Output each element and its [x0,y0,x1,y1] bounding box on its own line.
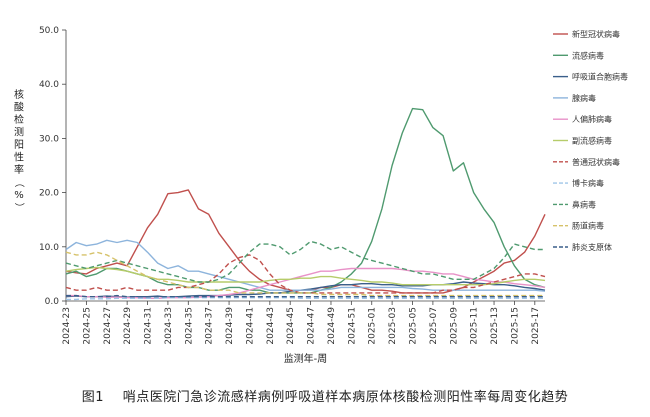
y-axis-label-char: 检 [14,113,24,126]
y-axis-label-char: 酸 [14,101,24,114]
x-tick-label: 2024-39 [225,307,235,345]
y-axis-label-char: 阳 [14,139,24,151]
x-tick-label: 2025-15 [510,307,520,345]
x-tick-label: 2024-49 [327,307,337,345]
x-tick-label: 2024-25 [82,307,92,345]
figure-number: 图1 [81,390,105,405]
legend-item: 普通冠状病毒 [553,157,620,167]
legend-label: 人偏肺病毒 [572,114,612,124]
x-tick-label: 2024-29 [123,307,133,345]
x-tick-label: 2024-23 [62,307,72,345]
series-line-9 [65,240,545,283]
legend-item: 鼻病毒 [553,199,596,209]
legend-label: 呼吸道合胞病毒 [572,72,628,82]
legend-label: 博卡病毒 [572,178,604,188]
series-line-11 [66,294,545,298]
x-tick-label: 2024-33 [164,307,174,345]
x-tick-label: 2025-07 [429,307,439,345]
legend-item: 肺炎支原体 [553,242,612,252]
legend: 新型冠状病毒流感病毒呼吸道合胞病毒腺病毒人偏肺病毒副流感病毒普通冠状病毒博卡病毒… [553,29,628,252]
y-axis-label-char: 率 [14,163,24,176]
y-axis-label-char: % [14,190,24,201]
x-tick-label: 2025-11 [470,307,480,345]
legend-label: 普通冠状病毒 [572,157,620,167]
x-tick-label: 2024-37 [205,307,215,345]
x-axis-label: 监测年-周 [284,352,328,365]
x-tick-label: 2024-51 [347,307,357,345]
legend-label: 副流感病毒 [572,136,612,146]
x-tick-label: 2025-05 [409,307,419,345]
x-tick-label: 2025-03 [388,307,398,345]
x-tick-label: 2024-35 [184,307,194,345]
legend-label: 鼻病毒 [572,199,596,209]
y-axis-label-char: （ [13,178,25,188]
y-axis-label-char: 核 [14,88,24,101]
x-tick-label: 2025-13 [490,307,500,345]
x-tick-label: 2025-01 [368,307,378,345]
x-tick-label: 2025-17 [531,307,541,345]
y-tick-label: 50.0 [39,26,59,36]
figure-caption-text: 哨点医院门急诊流感样病例呼吸道样本病原体核酸检测阳性率每周变化趋势 [122,390,569,405]
legend-label: 肺炎支原体 [572,242,612,252]
legend-item: 流感病毒 [553,50,604,60]
y-axis-label-char: 测 [14,126,24,139]
y-tick-label: 20.0 [39,189,59,199]
legend-item: 腺病毒 [553,93,596,103]
series-line-1 [65,189,546,294]
series-line-6 [65,266,546,286]
y-axis-label: 核酸检测阳性率 （% ） [13,88,25,213]
series-lines [65,107,546,301]
y-tick-label: 30.0 [39,134,59,144]
x-tick-label: 2024-41 [245,307,255,345]
series-line-4 [65,239,546,292]
x-tick-label: 2025-09 [449,307,459,345]
y-tick-label: 0.0 [45,297,60,307]
legend-item: 呼吸道合胞病毒 [553,72,628,82]
x-tick-label: 2024-47 [307,307,317,345]
line-chart: 0.0 10.0 20.0 30.0 40.0 50.0 2024-23 2024-25 202… [13,26,628,365]
y-tick-label: 10.0 [39,243,59,253]
legend-item: 副流感病毒 [553,136,612,146]
legend-label: 肠道病毒 [572,221,604,231]
y-tick-label: 40.0 [39,80,59,90]
x-tick-label: 2024-31 [144,307,154,345]
legend-item: 博卡病毒 [553,178,604,188]
legend-item: 新型冠状病毒 [553,29,620,39]
axes: 0.0 10.0 20.0 30.0 40.0 50.0 2024-23 2024-25 202… [13,26,545,365]
series-line-5 [66,267,546,299]
series-line-10 [65,251,545,297]
legend-item: 肠道病毒 [553,221,604,231]
legend-item: 人偏肺病毒 [553,114,612,124]
figure-caption: 图1 哨点医院门急诊流感样病例呼吸道样本病原体核酸检测阳性率每周变化趋势 [0,386,650,405]
y-axis-label-char: ） [13,203,25,213]
x-tick-label: 2024-43 [266,307,276,345]
legend-label: 腺病毒 [572,93,596,103]
x-tick-label: 2024-27 [103,307,113,345]
legend-label: 流感病毒 [572,50,604,60]
x-tick-label: 2024-45 [286,307,296,345]
y-axis-label-char: 性 [14,151,24,164]
legend-label: 新型冠状病毒 [572,29,620,39]
